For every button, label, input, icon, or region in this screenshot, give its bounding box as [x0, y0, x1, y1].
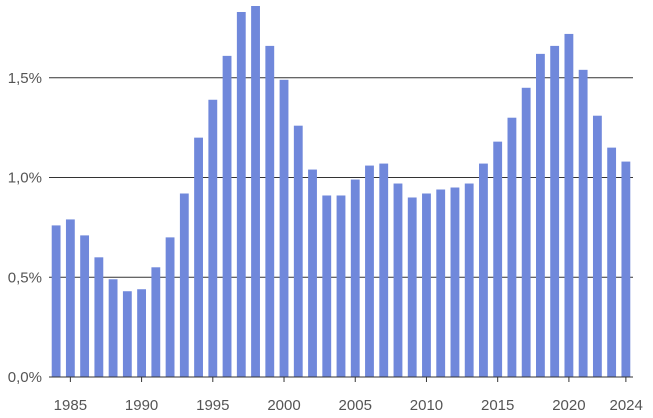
- bar: [407, 197, 417, 377]
- x-tick-label: 2024: [610, 397, 643, 414]
- bar: [507, 117, 517, 378]
- x-tick-label: 2000: [267, 397, 300, 414]
- x-tick-labels: 1985 1990 1995 2000 2005 2010 2015 2020 2024: [54, 397, 643, 414]
- bar: [293, 125, 303, 377]
- bar: [578, 69, 588, 378]
- bar: [179, 193, 189, 377]
- bar: [450, 187, 460, 377]
- bar: [607, 147, 617, 377]
- bar: [308, 169, 317, 377]
- bar: [379, 163, 389, 377]
- bar: [137, 289, 147, 377]
- bar: [621, 161, 631, 377]
- bar: [265, 45, 275, 377]
- y-tick-label: 1,5%: [8, 70, 42, 87]
- bar: [365, 165, 374, 377]
- bar: [94, 257, 104, 377]
- bar: [521, 87, 531, 377]
- x-tick-label: 2005: [339, 397, 372, 414]
- bar: [208, 99, 218, 378]
- bars: [51, 6, 631, 378]
- bar: [222, 55, 232, 377]
- bar: [436, 189, 446, 377]
- y-tick-label: 1,0%: [8, 170, 42, 187]
- x-tick-label: 1985: [54, 397, 87, 414]
- bar: [194, 137, 203, 377]
- bar: [165, 237, 175, 377]
- x-tick-label: 2010: [410, 397, 443, 414]
- bar: [336, 195, 346, 377]
- bar: [251, 6, 260, 378]
- x-tick-label: 1990: [125, 397, 158, 414]
- bar: [479, 163, 488, 377]
- x-tick-label: 1995: [196, 397, 229, 414]
- bar: [322, 195, 332, 377]
- bar: [236, 11, 246, 377]
- bar: [550, 45, 560, 377]
- bar: [464, 183, 474, 377]
- bar: [108, 279, 118, 377]
- bar: [350, 179, 360, 377]
- bar: [122, 291, 132, 377]
- bar: [279, 79, 289, 377]
- bar: [393, 183, 403, 377]
- bar: [65, 219, 75, 377]
- bar: [564, 33, 574, 378]
- axes: [49, 376, 633, 382]
- x-tick-label: 2015: [481, 397, 514, 414]
- bar: [422, 193, 431, 377]
- y-tick-label: 0,5%: [8, 269, 42, 286]
- bar: [493, 141, 503, 377]
- bar: [151, 267, 161, 377]
- bar: [592, 115, 602, 378]
- bar: [535, 53, 545, 378]
- bar: [51, 225, 61, 377]
- bar: [80, 235, 90, 377]
- y-tick-labels: 0,0% 0,5% 1,0% 1,5%: [8, 70, 42, 386]
- y-tick-label: 0,0%: [8, 369, 42, 386]
- x-tick-label: 2020: [552, 397, 585, 414]
